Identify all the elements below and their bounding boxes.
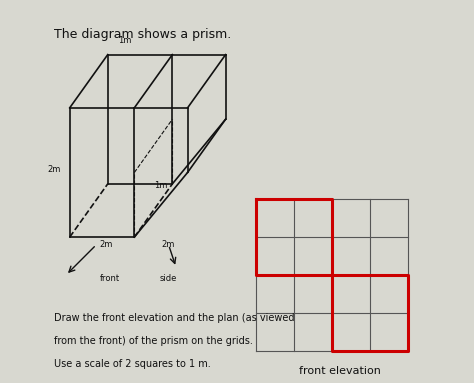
Text: 1m: 1m: [118, 36, 131, 45]
Text: 2m: 2m: [99, 240, 112, 249]
Text: front: front: [100, 274, 120, 283]
Text: Use a scale of 2 squares to 1 m.: Use a scale of 2 squares to 1 m.: [55, 359, 211, 369]
Text: side: side: [160, 274, 177, 283]
Text: from the front) of the prism on the grids.: from the front) of the prism on the grid…: [55, 336, 254, 346]
Text: The diagram shows a prism.: The diagram shows a prism.: [55, 28, 232, 41]
Text: 2m: 2m: [48, 165, 61, 175]
Text: Draw the front elevation and the plan (as viewed: Draw the front elevation and the plan (a…: [55, 313, 295, 323]
Text: 2m: 2m: [162, 240, 175, 249]
Text: 1m: 1m: [154, 181, 168, 190]
Text: front elevation: front elevation: [299, 367, 381, 376]
